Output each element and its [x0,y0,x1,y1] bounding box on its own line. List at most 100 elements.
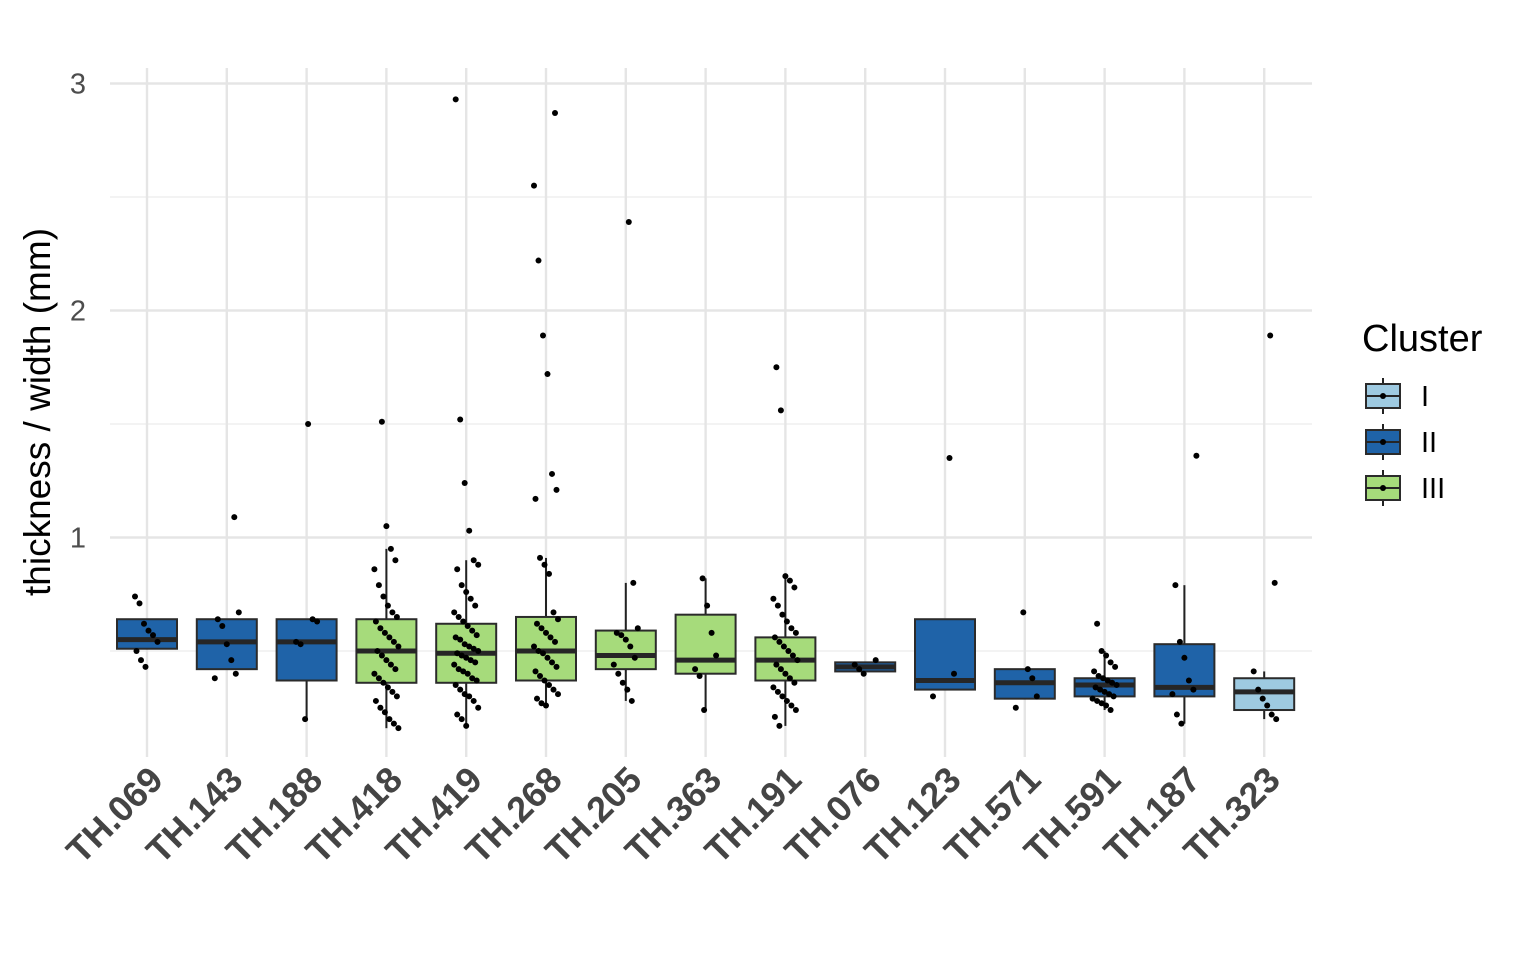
data-point [460,618,467,625]
data-point [1190,686,1197,693]
data-point [946,455,953,462]
data-point [692,666,699,673]
data-point [555,616,561,623]
data-point [390,638,397,645]
data-point [386,716,393,723]
data-point [1267,332,1274,339]
data-point [1273,716,1280,723]
data-point [231,514,238,521]
data-point [534,695,540,702]
data-point [547,634,554,641]
data-point [549,659,555,666]
data-point [309,616,316,623]
data-point [789,652,796,659]
data-point [708,629,715,636]
data-point [458,582,465,589]
data-point [138,657,144,664]
box-rect [275,618,338,682]
box-th-069 [116,618,178,650]
data-point [541,677,548,684]
data-point [713,652,720,659]
data-point [305,421,312,427]
data-point [770,684,777,691]
data-point [550,686,557,693]
data-point [1173,711,1180,718]
data-point [454,650,461,657]
data-point [786,577,793,584]
data-point [387,661,394,668]
y-tick-label: 2 [70,296,86,328]
box-th-571 [993,668,1056,700]
box-th-188 [275,618,338,720]
box-rect [674,613,737,675]
data-point [452,96,459,103]
box-rect [116,618,178,650]
data-point [779,611,786,618]
data-point [314,618,321,625]
data-point [452,682,459,689]
data-point [1268,711,1275,718]
data-point [631,654,638,661]
box-th-143 [195,618,258,671]
data-point [1193,452,1200,459]
data-point [1176,638,1183,645]
data-point [467,657,474,664]
data-point [856,666,863,673]
data-point [302,716,309,723]
box-th-076 [834,661,897,673]
data-point [540,332,546,339]
data-point [1020,609,1027,616]
box-th-123 [914,618,976,691]
data-point [930,693,936,700]
data-point [549,470,555,477]
data-point [389,688,396,695]
data-point [785,648,792,654]
data-point [770,595,777,602]
data-point [860,670,867,677]
data-point [133,648,140,654]
y-axis-title: thickness / width (mm) [17,228,58,596]
data-point [378,418,385,425]
data-point [457,416,464,423]
data-point [696,672,703,679]
data-point [219,623,226,630]
legend-label: I [1421,381,1429,413]
box-th-268 [515,557,577,706]
data-point [386,634,393,641]
data-point [1113,682,1120,689]
data-point [395,725,402,732]
data-point [454,711,461,718]
data-point [794,657,801,664]
data-point [951,670,957,677]
data-point [788,702,795,709]
data-point [392,666,399,673]
data-point [1112,663,1119,670]
box-th-187 [1153,585,1216,724]
data-point [553,486,560,493]
data-point [553,663,560,670]
data-point [375,582,382,589]
data-point [395,643,402,650]
data-point [534,620,540,627]
data-point [1094,620,1101,627]
data-point [791,584,798,591]
legend-item-i: I [1365,378,1429,414]
data-point [1095,672,1102,679]
data-point [552,638,558,645]
data-point [1169,691,1176,698]
data-point [1033,693,1040,700]
box-th-363 [674,578,737,711]
data-point [541,561,548,568]
box-th-418 [355,548,418,729]
data-point [466,643,473,650]
data-point [537,672,543,679]
data-point [466,693,473,700]
data-point [455,666,462,673]
data-point [776,722,783,729]
data-point [377,625,384,632]
data-point [538,700,545,707]
data-point [1181,654,1188,661]
data-point [455,613,462,620]
data-point [537,554,543,561]
data-point [466,527,473,534]
